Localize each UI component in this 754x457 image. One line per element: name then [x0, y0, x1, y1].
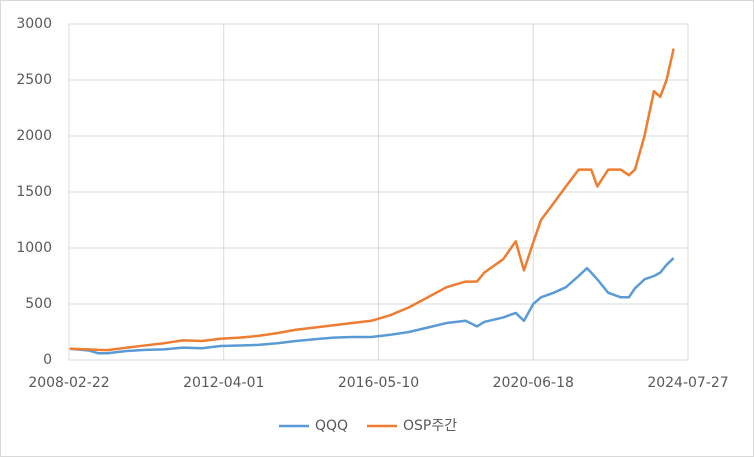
x-tick-label: 2016-05-10 — [338, 375, 419, 391]
y-tick-label: 2500 — [16, 72, 52, 88]
legend-label: QQQ — [315, 418, 348, 434]
line-series — [69, 257, 675, 355]
x-tick-label: 2020-06-18 — [493, 375, 574, 391]
y-tick-label: 2000 — [16, 128, 52, 144]
line-series — [69, 48, 675, 352]
y-tick-label: 500 — [25, 296, 52, 312]
legend-label: OSP주간 — [403, 418, 457, 434]
y-tick-label: 0 — [43, 352, 52, 368]
y-tick-label: 1500 — [16, 184, 52, 200]
x-tick-label: 2012-04-01 — [183, 375, 264, 391]
y-tick-label: 3000 — [16, 16, 52, 32]
x-tick-label: 2008-02-22 — [28, 375, 109, 391]
y-tick-label: 1000 — [16, 240, 52, 256]
x-tick-label: 2024-07-27 — [647, 375, 728, 391]
